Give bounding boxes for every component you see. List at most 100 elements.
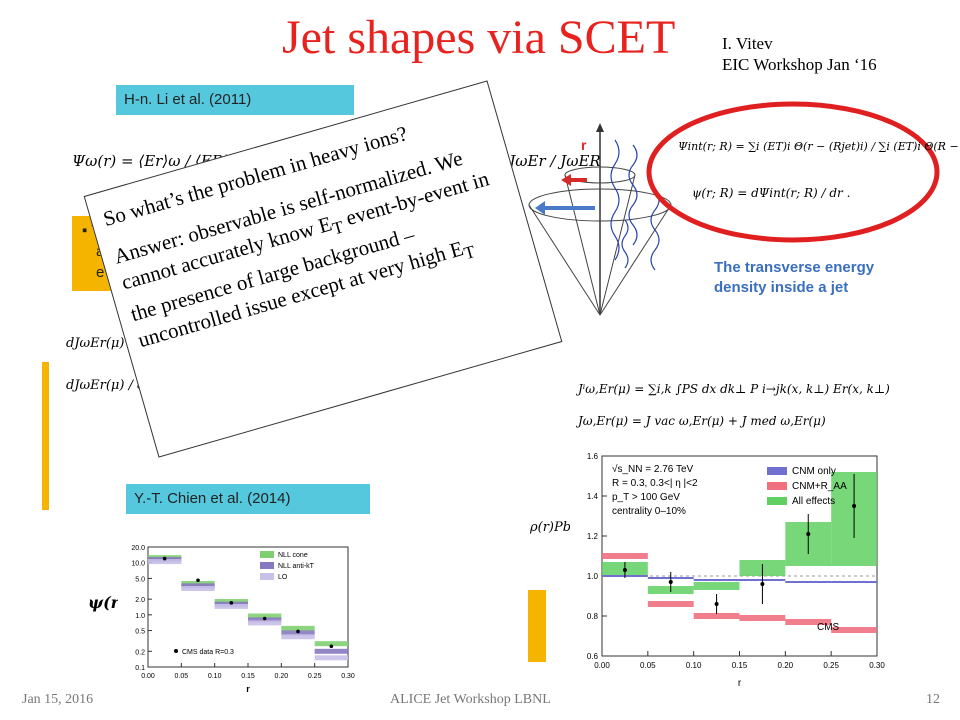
transverse-caption-line1: The transverse energy [714,259,875,276]
left-data-point [329,644,334,649]
footer-date: Jan 15, 2016 [22,692,94,707]
transverse-caption-line2: density inside a jet [714,279,849,296]
left-band-2 [214,603,248,609]
right-y-tick-label: 1.2 [587,532,599,541]
highlight-ellipse [646,101,940,243]
right-x-tick-label: 0.00 [594,661,610,670]
right-data-point [714,602,719,606]
left-y-tick-label: 0.5 [135,629,145,636]
right-x-tick-label: 0.30 [869,661,885,670]
left-band-2 [281,634,315,640]
right-text-block-line: √s_NN = 2.76 TeV [612,463,694,475]
cone-inner-ellipse [564,166,636,184]
left-legend-swatch [260,551,274,558]
left-band-0 [314,641,348,647]
right-all-effects-band [693,582,740,590]
left-annotation-marker [174,649,178,653]
left-band-0 [248,613,282,619]
left-x-tick-label: 0.30 [341,673,355,680]
right-y-tick-label: 1.4 [587,492,599,501]
diagram-r-label: r [581,137,587,153]
right-x-tick-label: 0.10 [686,661,702,670]
right-legend-label: CNM+R_AA [792,481,847,492]
right-text-block-line: centrality 0–10% [612,506,686,517]
right-cnm-raa-band [647,601,694,607]
left-band-2 [248,620,282,626]
particle-track-2 [628,144,638,246]
left-y-tick-label: 0.1 [135,665,145,672]
inner-cone-left [564,174,601,316]
left-band-2 [314,655,348,661]
j-equation-1: Jⁱω,Er(μ) = ∑i,k ∫PS dx dk⊥ P i→jk(x, k⊥… [578,382,890,396]
right-data-point [622,568,627,572]
chart-psi-r: 20.0 10.0 5.0 2.0 1.0 0.5 0.2 0.10.00 0.05 0.10 0.… [118,535,358,695]
right-text-block-line: p_T > 100 GeV [612,492,680,503]
left-data-point [296,629,300,634]
inner-cone-right [599,174,636,316]
right-x-axis-label: r [738,678,742,689]
left-x-tick-label: 0.00 [141,673,155,680]
left-x-tick-label: 0.20 [275,673,289,680]
left-x-axis-label: r [246,684,250,694]
left-x-tick-label: 0.05 [175,673,189,680]
right-cnm-raa-band [785,619,832,625]
right-legend-label: CNM only [792,466,836,477]
right-cnm-raa-band [831,627,877,633]
chart-rho-ratio: 0.6 0.8 1.0 1.2 1.4 1.6 0.00 0.05 0.10 0.15 0.20 0.… [570,450,890,695]
callout-box: So what’s the problem in heavy ions? Ans… [83,80,563,458]
jet-cone-diagram: r [528,123,672,316]
right-cnm-raa-band [602,553,648,559]
right-x-tick-label: 0.15 [732,661,748,670]
left-legend-label: NLL cone [278,552,308,559]
left-y-tick-label: 0.2 [135,649,145,656]
left-data-point [196,578,200,583]
left-band-0 [281,625,315,631]
left-chart-ylabel: ψ(r) [88,593,127,612]
left-data-point [162,556,167,561]
psi-equation: ψ(r; R) = dΨint(r; R) / dr . [692,186,851,200]
left-data-point [262,616,267,621]
right-legend-label: All effects [792,496,835,507]
left-data-point [229,601,234,605]
right-y-tick-label: 0.8 [587,612,599,621]
radius-arrowhead-r [561,174,571,186]
right-annotation: CMS [817,622,840,633]
radius-arrowhead-R [535,201,545,215]
left-y-tick-label: 20.0 [131,545,145,552]
particle-track-4 [621,219,629,269]
left-legend-label: LO [278,574,288,581]
author-block: I. Vitev EIC Workshop Jan ‘16 [722,33,877,75]
psi-int-equation: Ψint(r; R) = ∑i (ET)i Θ(r − (Rjet)i) / ∑… [678,140,960,153]
accent-bar-right [528,590,546,662]
right-data-point [806,532,811,536]
slide-title: Jet shapes via SCET [282,11,676,64]
left-y-tick-label: 2.0 [135,597,145,604]
left-legend-swatch [260,562,274,569]
transverse-caption: The transverse energy density inside a j… [714,258,874,298]
left-band-1 [181,583,215,589]
left-legend-label: NLL anti-kT [278,563,315,570]
footer-page-number: 12 [926,692,940,707]
right-text-block-line: R = 0.3, 0.3<| η |<2 [612,478,698,489]
left-legend-swatch [260,573,274,580]
right-data-point [760,582,765,586]
reference-badge-li: H-n. Li et al. (2011) [116,85,354,115]
right-data-point [668,580,673,584]
left-y-tick-label: 10.0 [131,561,145,568]
right-x-tick-label: 0.05 [640,661,656,670]
left-band-2 [181,586,215,592]
right-cnm-raa-band [693,613,740,619]
cone-edge-right [599,204,672,316]
particle-track-3 [650,189,660,271]
particle-track-1 [610,139,620,261]
cone-edge-left [528,204,601,316]
right-legend-swatch [767,497,787,505]
right-legend-swatch [767,482,787,490]
right-x-tick-label: 0.25 [823,661,839,670]
left-band-1 [314,648,348,654]
j-equation-2: Jω,Er(μ) = J vac ω,Er(μ) + J med ω,Er(μ) [578,414,826,428]
right-y-tick-label: 1.6 [587,452,599,461]
right-x-tick-label: 0.20 [778,661,794,670]
jet-axis-arrowhead [596,123,604,132]
right-legend-swatch [767,467,787,475]
